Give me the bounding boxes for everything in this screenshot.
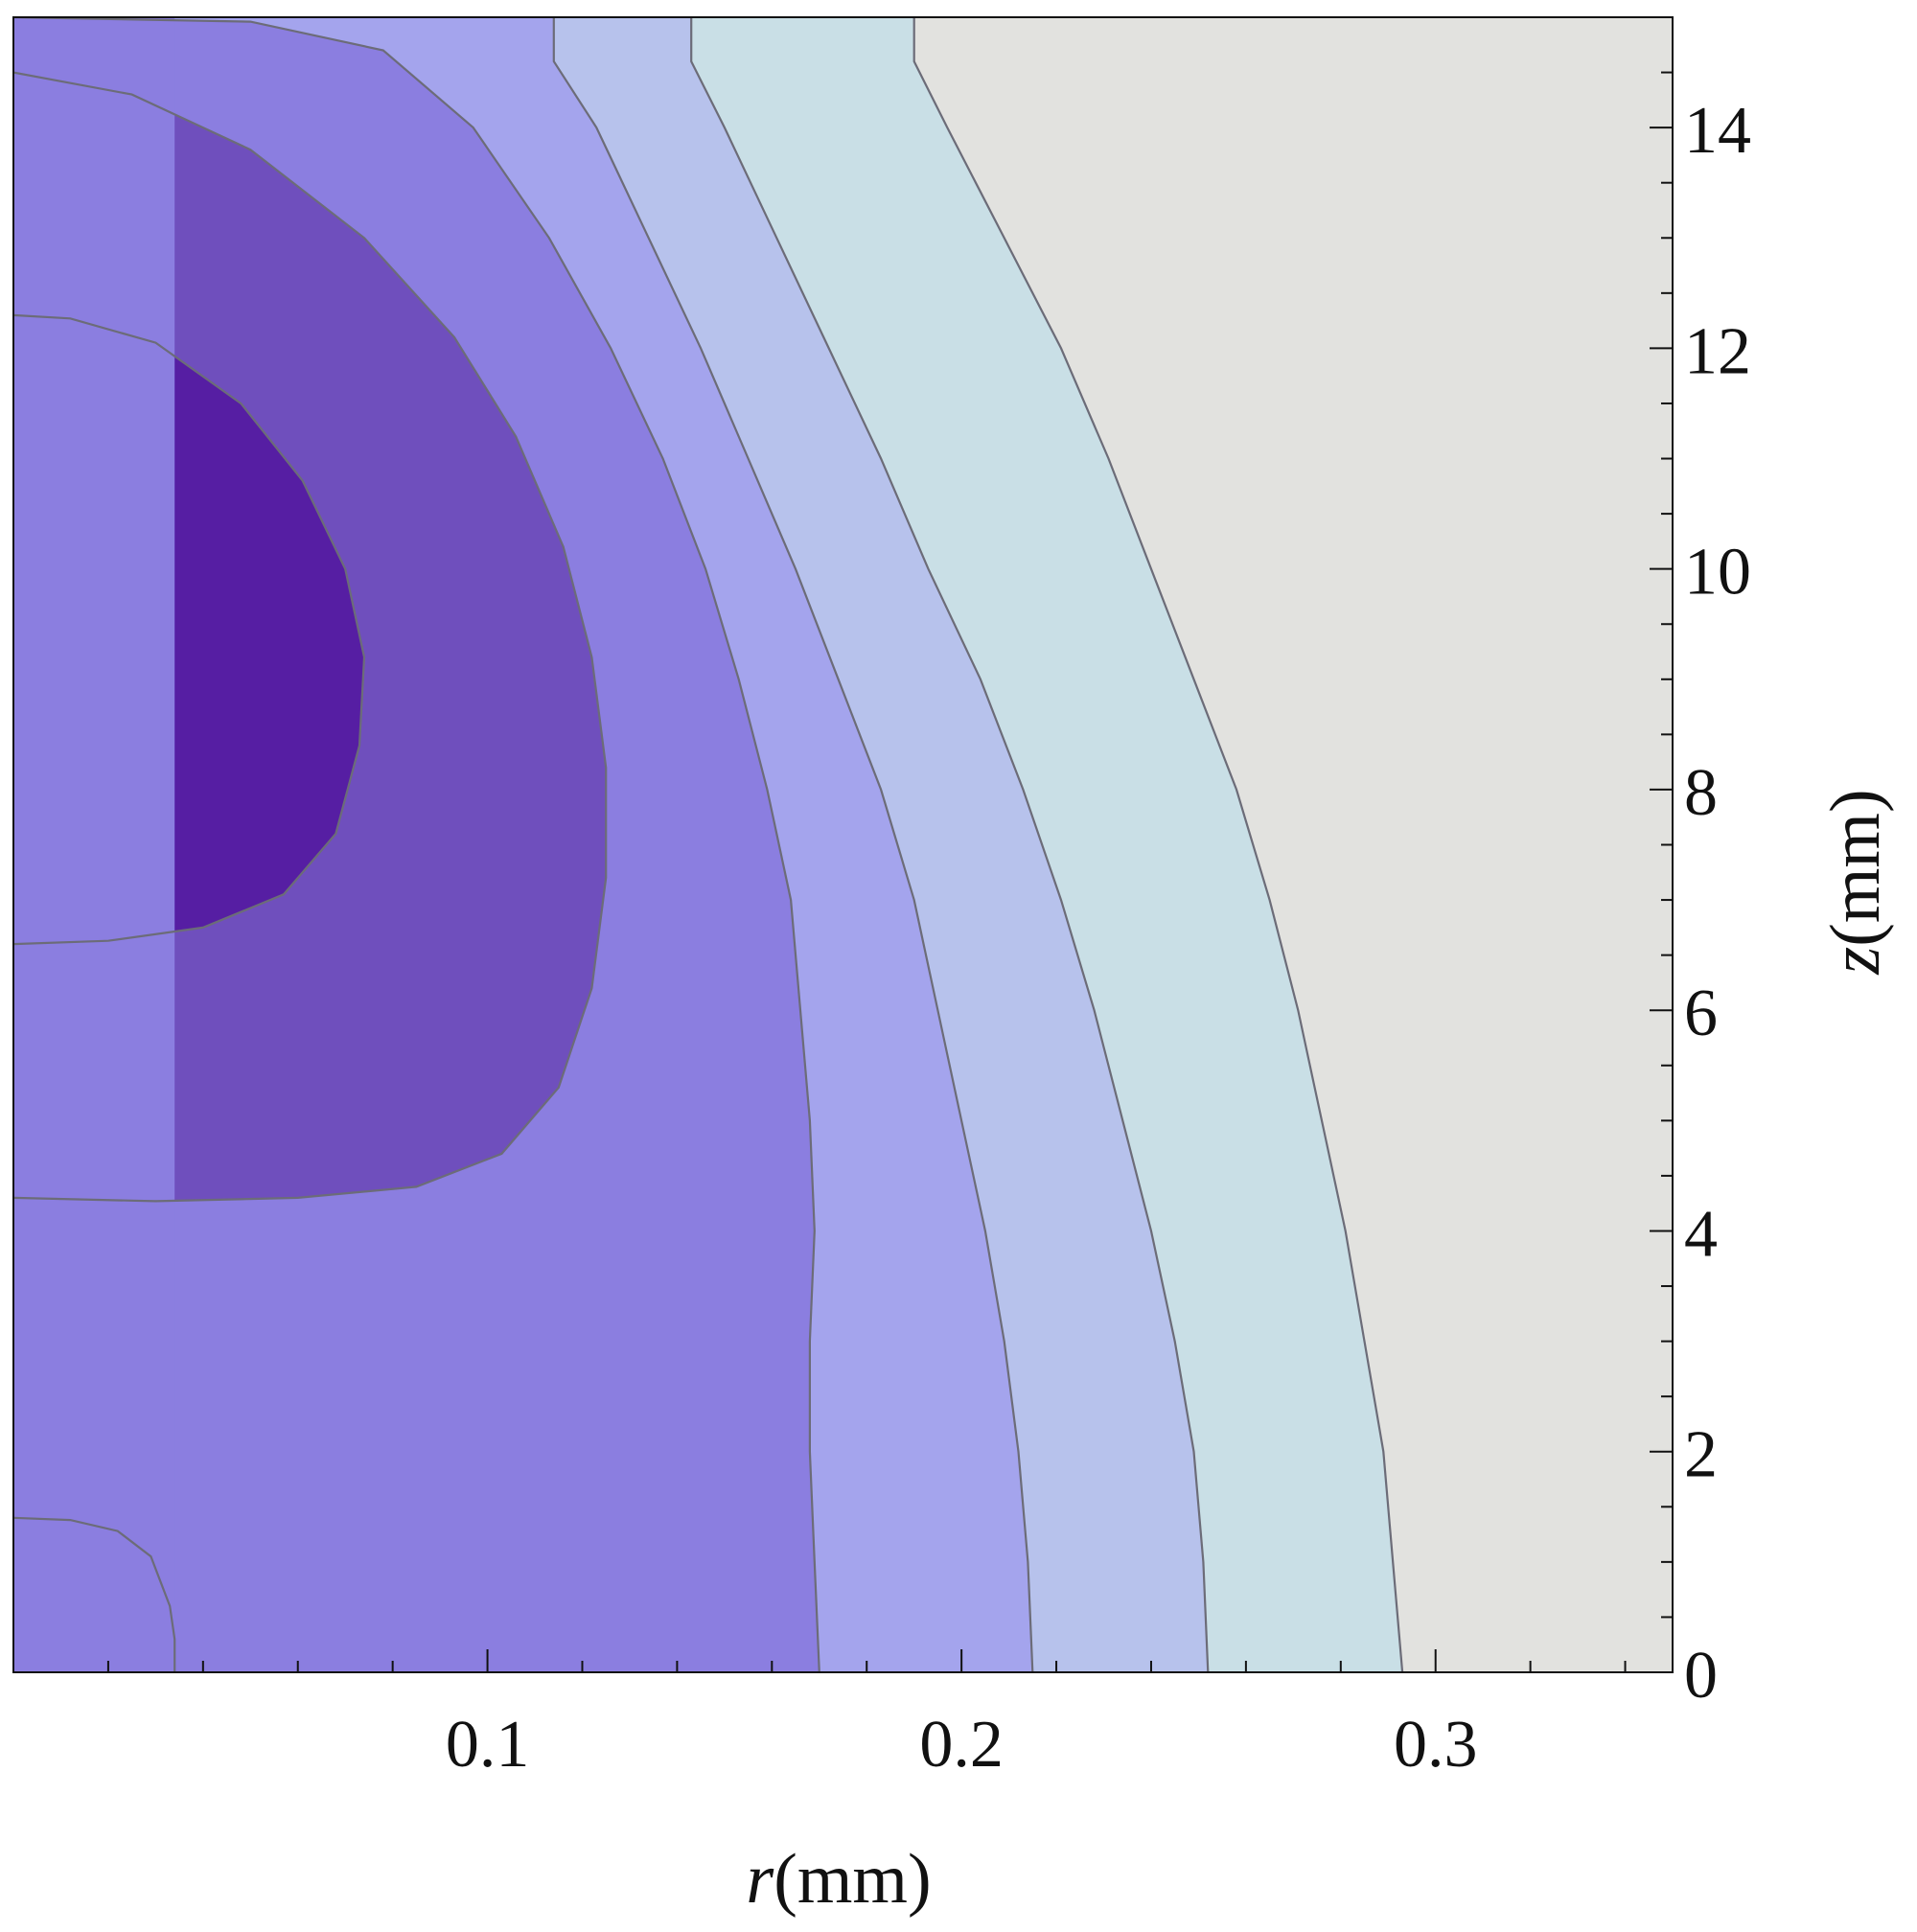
plot-area (13, 17, 1673, 1672)
y-axis-title: z(mm) (1816, 789, 1895, 975)
contour-line-1 (912, 17, 1404, 1672)
y-tick-label: 14 (1684, 94, 1751, 168)
y-tick-label: 10 (1684, 536, 1751, 610)
x-tick-label: 0.2 (919, 1708, 1004, 1782)
y-tick-label: 4 (1684, 1197, 1718, 1271)
x-tick-label: 0.3 (1394, 1708, 1478, 1782)
y-tick-label: 8 (1684, 756, 1718, 830)
contour-line-5 (13, 71, 608, 1203)
x-tick-label: 0.1 (446, 1708, 530, 1782)
contour-line-7 (13, 1516, 176, 1672)
x-axis-variable: r (746, 1840, 774, 1919)
contour-bands (13, 17, 1673, 1672)
y-tick-label: 0 (1684, 1639, 1718, 1713)
y-axis-variable: z (1816, 947, 1895, 976)
contour-line-3 (552, 17, 1034, 1672)
y-tick-label: 2 (1684, 1418, 1718, 1492)
contour-line-2 (690, 17, 1210, 1672)
y-tick-label: 6 (1684, 977, 1718, 1050)
y-axis-unit: (mm) (1816, 789, 1895, 946)
contour-line-4 (13, 17, 820, 1672)
contour-line-6 (13, 313, 366, 946)
contour-band-7 (13, 17, 175, 1672)
axes: 0.1 0.2 0.3 0 2 4 6 8 10 12 14 (12, 16, 1751, 1782)
x-axis-title: r(mm) (746, 1840, 931, 1919)
x-axis-unit: (mm) (774, 1840, 931, 1919)
y-tick-label: 12 (1684, 314, 1751, 388)
